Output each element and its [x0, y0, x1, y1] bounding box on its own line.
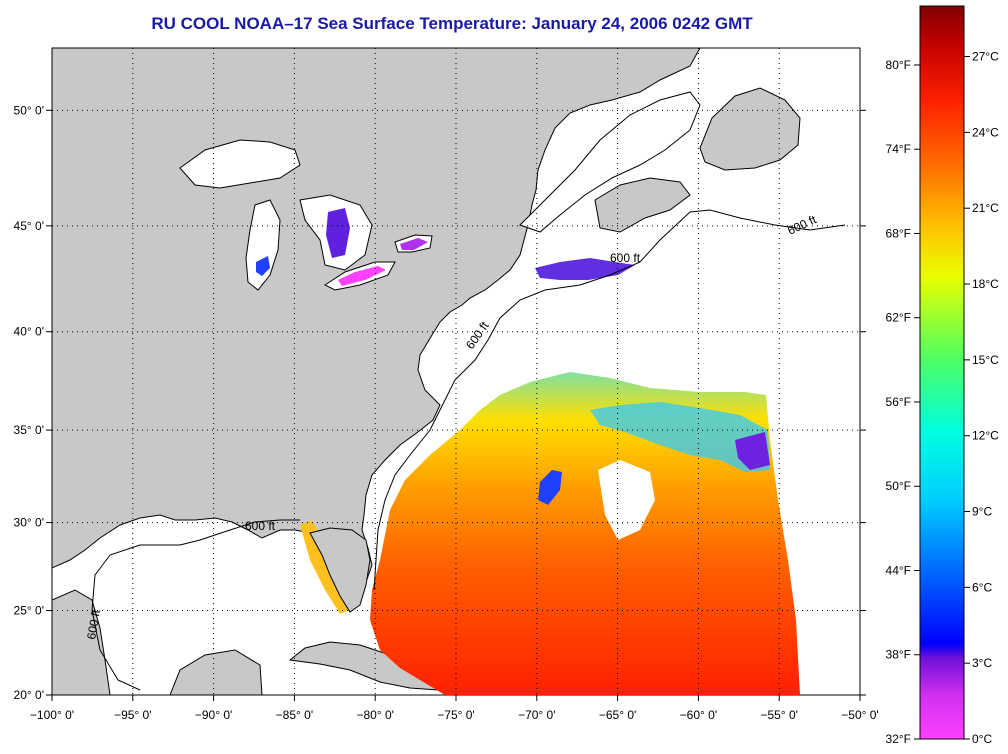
lake-erie-sst	[338, 266, 386, 286]
lon-tick-label: −75° 0'	[437, 708, 474, 722]
lat-tick-label: 50° 0'	[14, 103, 44, 117]
lon-tick-label: −65° 0'	[599, 708, 636, 722]
lat-tick-label: 40° 0'	[14, 325, 44, 339]
lon-tick-label: −50° 0'	[841, 708, 878, 722]
colorbar-c-label: 6°C	[972, 580, 992, 594]
colorbar-f-label: 62°F	[886, 311, 911, 325]
colorbar-f-label: 50°F	[886, 479, 911, 493]
colorbar-c-label: 24°C	[972, 125, 999, 139]
longitude-axis: −100° 0' −95° 0' −90° 0' −85° 0' −80° 0' −75°…	[30, 695, 879, 722]
latitude-axis: 20° 0' 25° 0' 30° 0' 35° 0' 40° 0' 45° 0' 50° …	[14, 103, 866, 702]
sst-north-fringe	[590, 402, 770, 472]
contour-label: 600 ft	[610, 251, 641, 265]
colorbar-c-label: 21°C	[972, 201, 999, 215]
lake-huron-sst	[326, 208, 350, 258]
lon-tick-label: −95° 0'	[114, 708, 151, 722]
lake-superior	[179, 139, 301, 189]
land-mexico	[52, 589, 111, 695]
lon-tick-label: −60° 0'	[680, 708, 717, 722]
colorbar-f-label: 44°F	[886, 563, 911, 577]
colorbar-c-label: 3°C	[972, 656, 992, 670]
colorbar-c-label: 12°C	[972, 429, 999, 443]
land-newfoundland	[699, 87, 801, 171]
lat-tick-label: 20° 0'	[14, 688, 44, 702]
lon-tick-label: −55° 0'	[760, 708, 797, 722]
contour-label: 600 ft	[84, 608, 103, 641]
map-title: RU COOL NOAA–17 Sea Surface Temperature:…	[151, 14, 753, 33]
colorbar-f-label: 38°F	[886, 648, 911, 662]
sst-cloud-gap	[598, 460, 655, 540]
land-maritimes	[594, 177, 691, 233]
lon-tick-label: −70° 0'	[518, 708, 555, 722]
colorbar-f-label: 80°F	[886, 58, 911, 72]
lat-tick-label: 35° 0'	[14, 423, 44, 437]
colorbar-f-label: 74°F	[886, 142, 911, 156]
lat-tick-label: 30° 0'	[14, 516, 44, 530]
colorbar-f-label: 68°F	[886, 226, 911, 240]
colorbar-c-label: 15°C	[972, 353, 999, 367]
colorbar-c-label: 18°C	[972, 277, 999, 291]
land-florida	[309, 527, 371, 613]
lake-michigan-sst	[256, 256, 270, 276]
colorbar-c-label: 0°C	[972, 732, 992, 746]
lat-tick-label: 45° 0'	[14, 219, 44, 233]
land-yucatan	[169, 649, 263, 695]
lon-tick-label: −90° 0'	[195, 708, 232, 722]
lat-tick-label: 25° 0'	[14, 604, 44, 618]
contour-label: 600 ft	[245, 519, 276, 533]
colorbar	[919, 5, 965, 740]
shelf-contour	[373, 209, 846, 591]
colorbar-c-label: 27°C	[972, 50, 999, 64]
sst-cold-eddy	[538, 470, 562, 505]
colorbar-celsius-labels: 0°C 3°C 6°C 9°C 12°C 15°C 18°C 21°C 24°C 27°C	[964, 50, 999, 746]
colorbar-fahrenheit-labels: 32°F 38°F 44°F 50°F 56°F 62°F 68°F 74°F 80°F	[886, 58, 920, 746]
lon-tick-label: −80° 0'	[356, 708, 393, 722]
st-lawrence	[519, 91, 701, 233]
lake-michigan	[245, 199, 281, 291]
lake-ontario-sst	[400, 238, 428, 250]
colorbar-c-label: 9°C	[972, 505, 992, 519]
sst-northeast-purple	[735, 432, 770, 470]
colorbar-f-label: 56°F	[886, 395, 911, 409]
colorbar-f-label: 32°F	[886, 732, 911, 746]
gulf-contour	[91, 519, 300, 691]
lon-tick-label: −85° 0'	[276, 708, 313, 722]
lon-tick-label: −100° 0'	[30, 708, 74, 722]
